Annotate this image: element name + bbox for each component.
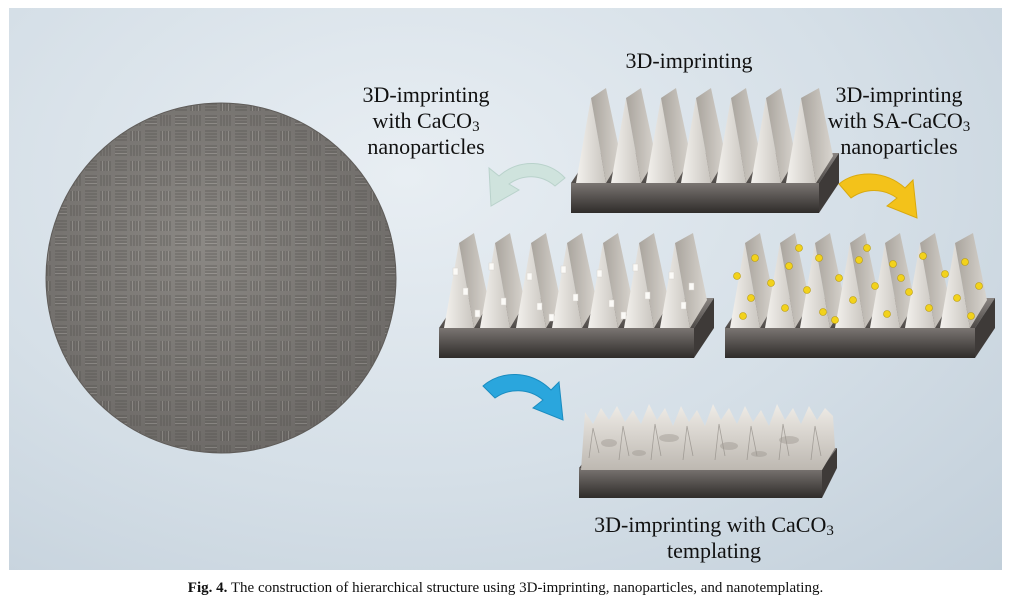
label-sa-caco3-line2-prefix: with SA-CaCO (827, 108, 963, 133)
slab-sa-caco3-nanoparticles (725, 233, 995, 358)
label-sa-caco3-line2-sub: 3 (962, 119, 971, 135)
slab-caco3-templating (579, 404, 837, 498)
arrow-to-sa-caco3 (838, 173, 918, 219)
label-caco3-line1: 3D-imprinting (362, 82, 490, 107)
label-caco3-templating: 3D-imprinting with CaCO3 templating (564, 512, 864, 564)
label-3d-imprinting: 3D-imprinting (599, 48, 779, 74)
slab-3d-imprinting (571, 88, 839, 213)
label-templating-line1-prefix: 3D-imprinting with CaCO (594, 512, 827, 537)
label-templating-line2: templating (666, 538, 762, 563)
label-caco3-line2-prefix: with CaCO (372, 108, 473, 133)
label-caco3-line2: with CaCO3 (331, 108, 521, 135)
figure-caption: Fig. 4. The construction of hierarchical… (0, 580, 1011, 597)
figure-artwork (45, 88, 995, 498)
label-caco3-line3: nanoparticles (367, 134, 485, 159)
label-templating-line1: 3D-imprinting with CaCO3 (564, 512, 864, 539)
label-caco3-line2-sub: 3 (472, 119, 480, 135)
label-sa-caco3-line1: 3D-imprinting (835, 82, 963, 107)
figure-panel: 3D-imprinting 3D-imprinting with CaCO3 n… (9, 8, 1002, 570)
caption-prefix: Fig. 4. (187, 580, 228, 596)
label-templating-line1-sub: 3 (826, 523, 834, 539)
label-sa-caco3-line2: with SA-CaCO3 (804, 108, 994, 135)
label-3d-imprinting-text: 3D-imprinting (625, 48, 753, 73)
slab-caco3-nanoparticles (439, 233, 714, 358)
label-sa-caco3-line3: nanoparticles (840, 134, 958, 159)
label-caco3-nanoparticles: 3D-imprinting with CaCO3 nanoparticles (331, 82, 521, 160)
arrow-to-templating (482, 374, 564, 421)
label-sa-caco3-nanoparticles: 3D-imprinting with SA-CaCO3 nanoparticle… (804, 82, 994, 160)
fabric-circle (45, 102, 397, 454)
arrow-to-caco3 (488, 163, 566, 207)
caption-text: The construction of hierarchical structu… (230, 580, 824, 596)
